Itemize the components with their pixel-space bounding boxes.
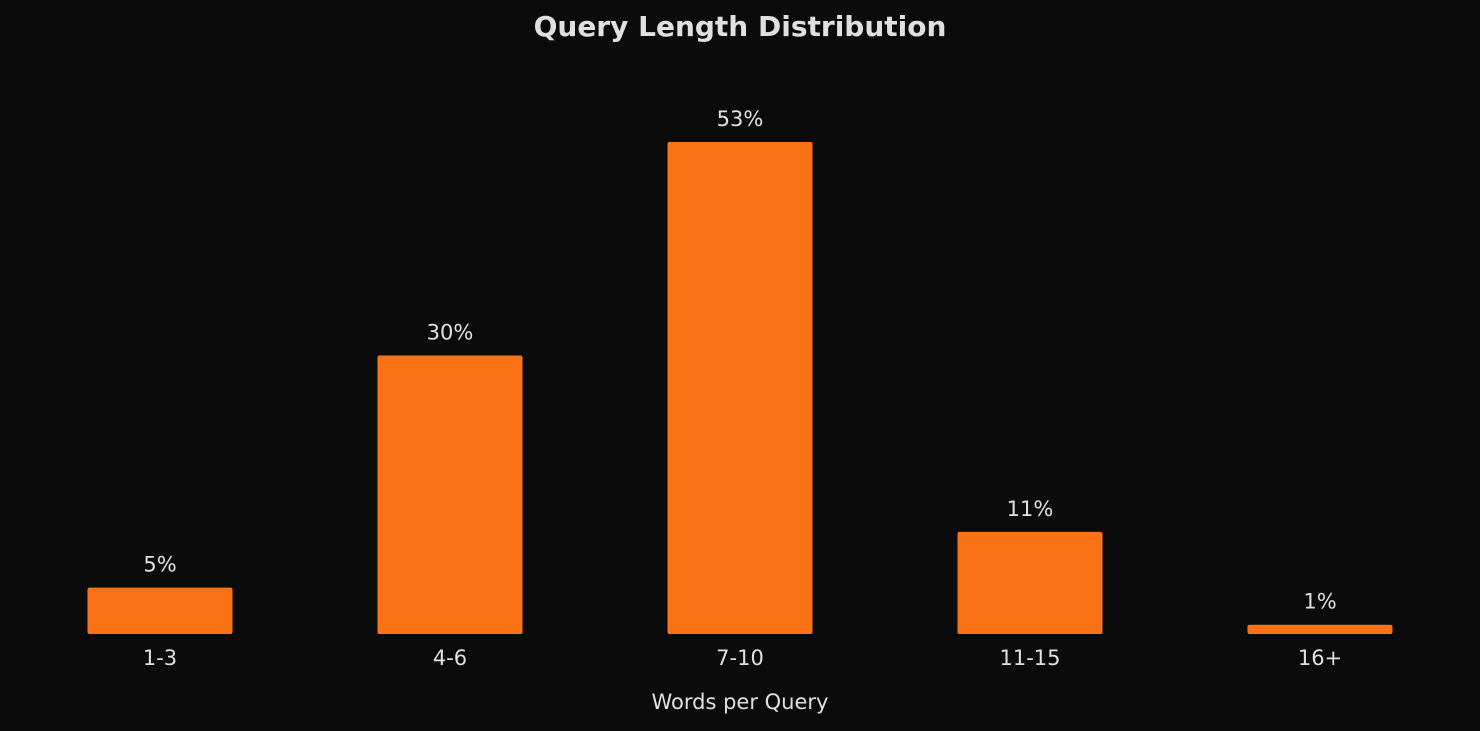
value-label: 1% xyxy=(1303,590,1336,614)
x-tick-label: 1-3 xyxy=(143,646,177,670)
value-label: 11% xyxy=(1007,497,1054,521)
x-tick-label: 11-15 xyxy=(999,646,1060,670)
chart-title: Query Length Distribution xyxy=(534,10,947,43)
bar xyxy=(87,587,233,634)
value-label: 53% xyxy=(717,107,764,131)
x-tick-label: 4-6 xyxy=(433,646,467,670)
x-tick-label: 7-10 xyxy=(716,646,764,670)
value-label: 5% xyxy=(143,553,176,577)
value-label: 30% xyxy=(427,321,474,345)
bar xyxy=(957,531,1103,634)
x-tick-label: 16+ xyxy=(1298,646,1342,670)
bar xyxy=(1247,624,1393,634)
bar xyxy=(667,142,813,634)
bar xyxy=(377,355,523,634)
x-axis-label: Words per Query xyxy=(652,690,829,714)
